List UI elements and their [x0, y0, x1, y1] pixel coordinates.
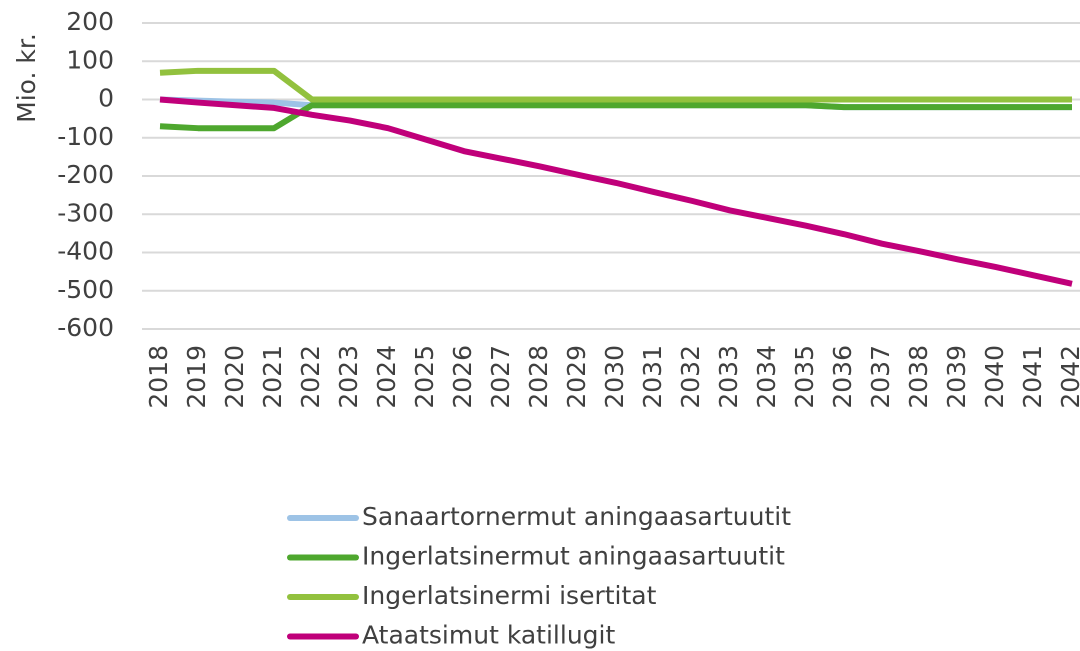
- x-tick-label: 2033: [714, 345, 743, 409]
- y-tick-label: -600: [57, 313, 114, 342]
- y-tick-label: -300: [57, 198, 114, 227]
- y-tick-label: -200: [57, 160, 114, 189]
- y-tick-label: 100: [66, 45, 114, 74]
- x-tick-label: 2018: [144, 345, 173, 409]
- y-tick-label: 0: [98, 84, 114, 113]
- x-tick-label: 2027: [486, 345, 515, 409]
- legend-label: Ataatsimut katillugit: [362, 621, 615, 650]
- series-line: [159, 96, 1073, 287]
- legend-label: Sanaartornermut aningaasartuutit: [362, 502, 791, 531]
- x-tick-label: 2031: [638, 345, 667, 409]
- series-line: [159, 102, 1072, 132]
- x-tick-label: 2038: [904, 345, 933, 409]
- x-tick-label: 2025: [410, 345, 439, 409]
- series-line: [159, 67, 1072, 103]
- x-tick-label: 2024: [372, 345, 401, 409]
- y-tick-label: -400: [57, 237, 114, 266]
- y-tick-label: -500: [57, 275, 114, 304]
- legend-label: Ingerlatsinermi isertitat: [362, 581, 657, 610]
- x-tick-label: 2022: [296, 345, 325, 409]
- x-tick-label: 2021: [258, 345, 287, 409]
- y-tick-label: -100: [57, 122, 114, 151]
- x-tick-label: 2040: [980, 345, 1009, 409]
- x-tick-label: 2019: [182, 345, 211, 409]
- x-tick-label: 2026: [448, 345, 477, 409]
- x-tick-label: 2035: [790, 345, 819, 409]
- x-tick-label: 2032: [676, 345, 705, 409]
- x-tick-label: 2042: [1056, 345, 1080, 409]
- legend-label: Ingerlatsinermut aningaasartuutit: [362, 542, 785, 571]
- x-tick-label: 2023: [334, 345, 363, 409]
- x-tick-label: 2034: [752, 345, 781, 409]
- x-tick-label: 2041: [1018, 345, 1047, 409]
- x-tick-label: 2039: [942, 345, 971, 409]
- y-axis-title: Mio. kr.: [12, 33, 41, 123]
- x-tick-label: 2036: [828, 345, 857, 409]
- x-tick-label: 2020: [220, 345, 249, 409]
- x-tick-label: 2037: [866, 345, 895, 409]
- x-tick-label: 2029: [562, 345, 591, 409]
- x-tick-label: 2030: [600, 345, 629, 409]
- x-tick-label: 2028: [524, 345, 553, 409]
- y-tick-label: 200: [66, 7, 114, 36]
